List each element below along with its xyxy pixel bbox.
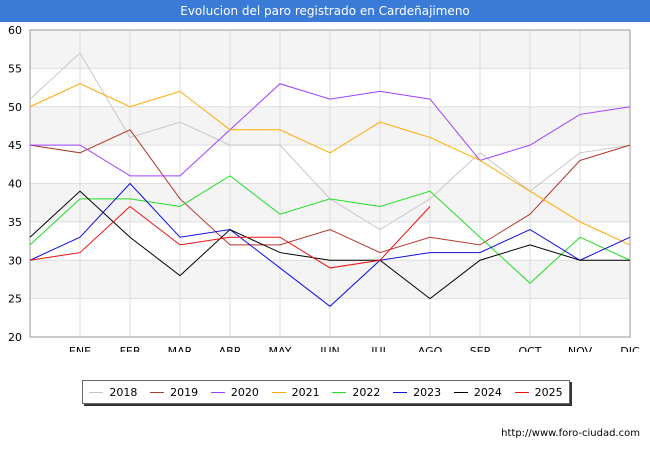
legend-swatch: [393, 391, 408, 393]
y-tick-label: 30: [8, 254, 22, 267]
legend-item-2021: 2021: [271, 385, 320, 399]
legend-swatch: [332, 391, 347, 393]
x-axis-ticks: ENE FEB MAR ABR MAY JUN JUL AGO SEP OCT NOV DIC: [69, 345, 640, 352]
y-tick-label: 45: [8, 139, 22, 152]
legend-item-2024: 2024: [453, 385, 502, 399]
legend-label: 2025: [534, 385, 563, 399]
x-tick-label: MAY: [269, 345, 292, 352]
x-tick-label: JUL: [370, 345, 389, 352]
legend: 2018 2019 2020 2021 2022 2023 2024 2025: [82, 380, 570, 404]
legend-swatch: [514, 391, 529, 393]
y-tick-label: 60: [8, 24, 22, 37]
legend-swatch: [210, 391, 225, 393]
legend-label: 2020: [230, 385, 259, 399]
x-tick-label: FEB: [120, 345, 141, 352]
legend-swatch: [89, 391, 104, 393]
legend-item-2020: 2020: [210, 385, 259, 399]
x-tick-label: NOV: [568, 345, 593, 352]
y-tick-label: 50: [8, 101, 22, 114]
plot-frame: [29, 29, 631, 338]
y-tick-label: 35: [8, 216, 22, 229]
x-tick-label: AGO: [418, 345, 443, 352]
legend-item-2023: 2023: [393, 386, 441, 399]
legend-label: 2024: [473, 385, 502, 399]
y-axis-ticks: 20 25 30 35 40 45 50 55 60: [8, 24, 22, 344]
series-line-2023: [29, 182, 631, 307]
legend-label: 2021: [291, 385, 320, 399]
x-tick-label: MAR: [168, 345, 193, 352]
y-tick-label: 20: [8, 331, 22, 344]
legend-swatch: [453, 391, 468, 393]
series-line-2021: [29, 83, 631, 246]
legend-label: 2018: [109, 385, 138, 399]
legend-label: 2019: [170, 385, 199, 399]
x-tick-label: SEP: [470, 345, 491, 352]
legend-label: 2023: [413, 385, 442, 399]
x-tick-label: DIC: [620, 345, 640, 352]
series-line-2024: [29, 190, 630, 300]
legend-swatch: [150, 391, 165, 393]
x-tick-label: JUN: [319, 345, 340, 352]
y-tick-label: 40: [8, 178, 22, 191]
series-line-2020: [30, 83, 631, 177]
legend-item-2022: 2022: [332, 386, 380, 399]
series-line-2019: [29, 129, 631, 254]
legend-item-2025: 2025: [514, 385, 563, 399]
chart-title: Evolucion del paro registrado en Cardeña…: [0, 0, 650, 22]
source-credit[interactable]: http://www.foro-ciudad.com: [501, 428, 640, 439]
x-tick-label: OCT: [518, 345, 541, 352]
series-line-2025: [29, 205, 431, 269]
series-lines: [29, 52, 631, 307]
legend-label: 2022: [352, 385, 381, 399]
x-tick-label: ABR: [219, 345, 242, 352]
x-tick-label: ENE: [69, 345, 91, 352]
series-line-2022: [29, 175, 631, 284]
legend-item-2019: 2019: [150, 386, 198, 399]
legend-item-2018: 2018: [89, 386, 137, 399]
legend-swatch: [271, 391, 286, 393]
y-tick-label: 25: [8, 293, 22, 306]
line-chart: 20 25 30 35 40 45 50 55 60 ENE FEB MAR ABR MAY JUN JUL…: [8, 24, 640, 352]
y-tick-label: 55: [8, 62, 22, 75]
